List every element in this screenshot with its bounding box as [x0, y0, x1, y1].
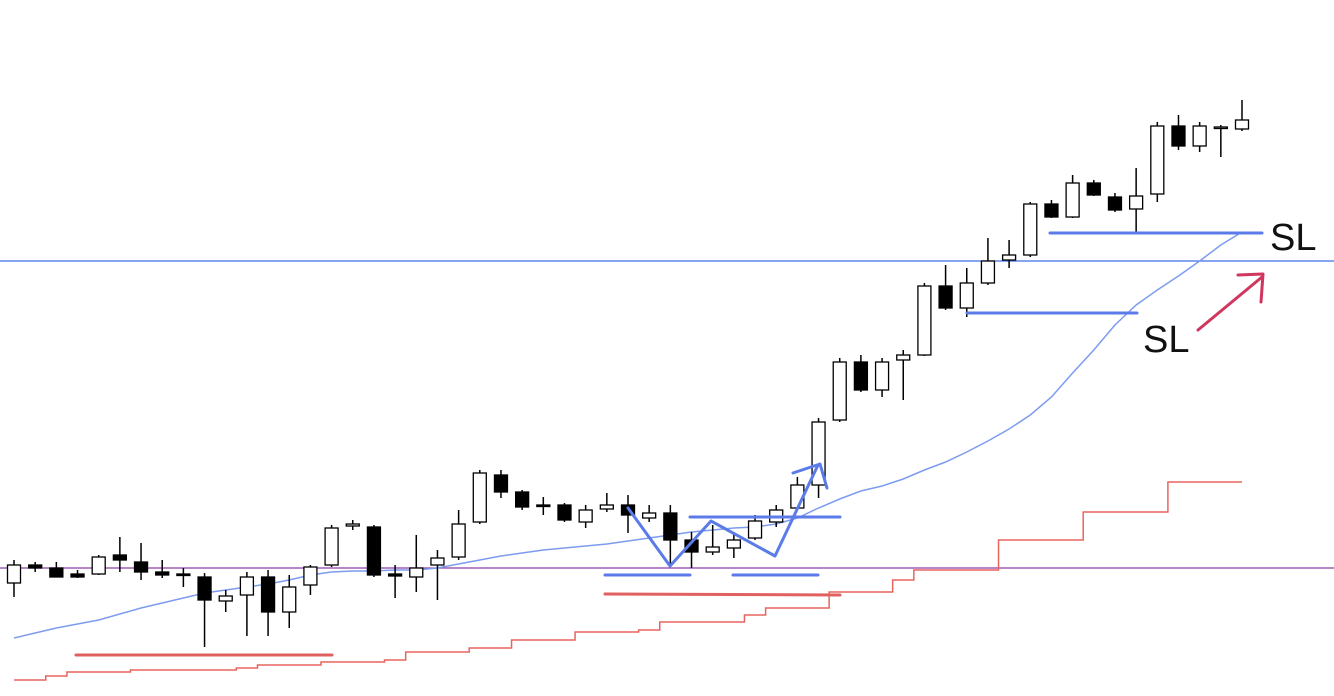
candle-body [853, 361, 869, 391]
candle-body [557, 504, 572, 521]
candle-body [1234, 119, 1250, 130]
candle-body [409, 567, 424, 578]
candle-body [642, 512, 657, 519]
candle-body [155, 571, 170, 576]
candle-body [684, 539, 699, 553]
candle-body [705, 546, 720, 553]
candle-body [1065, 182, 1080, 218]
arrow-head [1236, 272, 1265, 304]
candle-body [1213, 126, 1228, 130]
candle-body [451, 523, 466, 558]
candle-body [28, 564, 43, 569]
candle-body [599, 504, 614, 510]
candle-body [493, 474, 509, 493]
drawings [74, 231, 1265, 657]
candle-body [1192, 125, 1207, 147]
candle-body [324, 527, 339, 566]
candle-body [303, 566, 318, 586]
candle-body [663, 512, 678, 541]
annotation: SL [1270, 217, 1316, 259]
candle-body [345, 523, 360, 527]
candle-body [514, 491, 530, 508]
candle-body [49, 567, 64, 578]
candle-body [578, 509, 593, 523]
candle-body [1086, 182, 1101, 196]
drawn-line [603, 592, 842, 597]
candle-body [1171, 125, 1186, 147]
candle-body [6, 564, 22, 584]
annotation: SL [1143, 319, 1189, 361]
candle-body [197, 576, 212, 601]
candle-body [726, 539, 742, 549]
pattern-zigzag [626, 463, 820, 568]
moving-average [13, 231, 1243, 639]
candle-body [133, 561, 149, 573]
candle-body [91, 556, 106, 575]
candle-body [1128, 195, 1144, 210]
step-line [14, 481, 1242, 681]
candle-body [536, 504, 551, 508]
candle-body [747, 520, 763, 539]
candle-body [1150, 125, 1165, 195]
candle-body [874, 361, 890, 391]
candle-body [938, 285, 953, 309]
arrow [1196, 275, 1264, 332]
candle-body [282, 586, 297, 613]
candle-body [260, 576, 276, 613]
candle-body [1107, 196, 1123, 211]
candle-body [896, 354, 911, 361]
candle-body [366, 526, 382, 576]
candle-body [959, 282, 974, 309]
candle-body [1044, 203, 1059, 218]
arrow-head [791, 462, 829, 490]
candle-body [832, 361, 847, 421]
candle-body [218, 595, 233, 602]
candle-body [917, 285, 932, 356]
candle-body [176, 573, 191, 577]
candle-body [430, 557, 445, 566]
candle-body [1023, 203, 1038, 256]
candle-body [980, 260, 996, 284]
candle-body [1001, 254, 1017, 261]
candle-body [472, 472, 487, 523]
candle-body [387, 573, 403, 577]
plot [0, 100, 1334, 681]
candle-body [112, 554, 128, 561]
candle-body [70, 573, 85, 578]
candle-body [239, 576, 255, 596]
